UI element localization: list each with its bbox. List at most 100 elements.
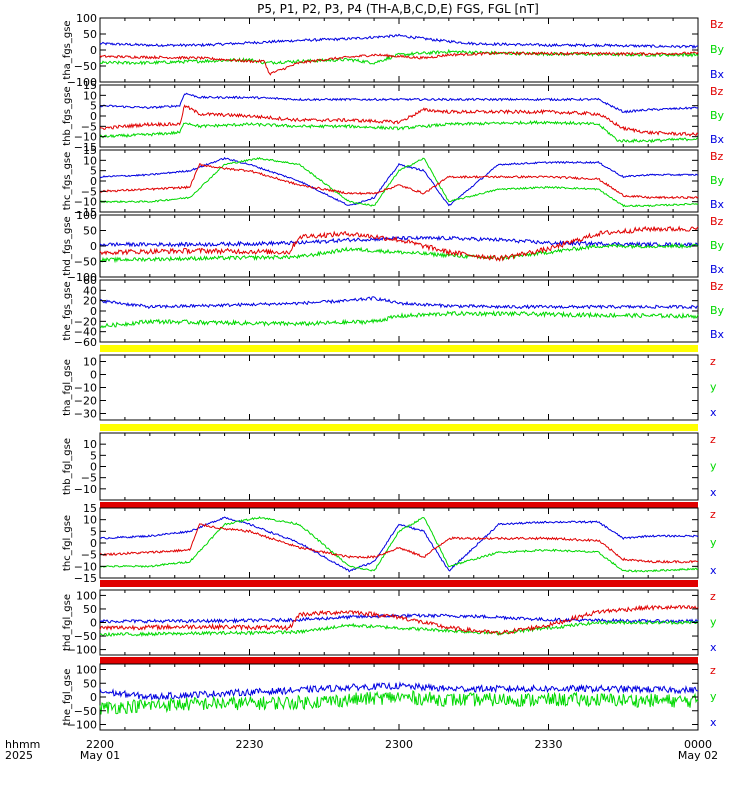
y-tick-label: 10 xyxy=(83,356,97,369)
y-axis-label: the_fgl_gse xyxy=(62,669,73,726)
legend-entry: x xyxy=(710,486,717,499)
series-line-x xyxy=(99,516,699,573)
y-tick-label: 50 xyxy=(83,28,97,41)
series-line-Bx xyxy=(99,33,699,50)
series-line-By xyxy=(99,310,699,329)
y-tick-label: 60 xyxy=(83,274,97,287)
y-tick-label: 10 xyxy=(83,438,97,451)
y-tick-label: −15 xyxy=(74,141,97,154)
y-tick-label: 0 xyxy=(90,369,97,382)
y-tick-label: 5 xyxy=(90,100,97,113)
y-axis-label: tha_fgs_gse xyxy=(62,20,73,79)
y-tick-label: −50 xyxy=(74,630,97,643)
series-line-x xyxy=(99,681,699,701)
y-axis-label: thb_fgs_gse xyxy=(62,86,73,145)
y-tick-label: −30 xyxy=(74,408,97,421)
series-line-By xyxy=(99,242,699,264)
legend-entry: By xyxy=(710,304,725,317)
y-tick-label: 0 xyxy=(90,617,97,630)
y-tick-label: −20 xyxy=(74,315,97,328)
data-gap-bar-1 xyxy=(100,424,698,431)
series-line-Bz xyxy=(99,51,699,76)
y-tick-label: 0 xyxy=(90,240,97,253)
y-tick-label: −10 xyxy=(74,560,97,573)
y-tick-label: −5 xyxy=(81,549,97,562)
panel-frame xyxy=(99,432,699,501)
y-tick-label: 0 xyxy=(90,110,97,123)
series-line-Bx xyxy=(99,296,699,310)
y-tick-label: −100 xyxy=(67,644,97,657)
y-axis-label: thc_fgl_gse xyxy=(62,515,73,571)
y-tick-label: 15 xyxy=(83,144,97,157)
series-line-By xyxy=(99,48,699,66)
y-tick-label: 5 xyxy=(90,525,97,538)
chart-title: P5, P1, P2, P3, P4 (TH-A,B,C,D,E) FGS, F… xyxy=(257,2,539,16)
series-line-By xyxy=(99,119,699,144)
time-tick-label: 2230 xyxy=(236,738,264,751)
series-line-y xyxy=(99,619,699,638)
y-axis-label: thc_fgs_gse xyxy=(62,152,73,211)
y-tick-label: 50 xyxy=(83,677,97,690)
y-tick-label: 5 xyxy=(90,449,97,462)
panel-frame xyxy=(99,354,699,421)
panel-frame xyxy=(99,17,699,83)
time-axis-row-label: hhmm xyxy=(5,738,40,751)
y-tick-label: −10 xyxy=(74,483,97,496)
legend-entry: x xyxy=(710,406,717,419)
series-line-y xyxy=(99,516,699,573)
y-tick-label: 20 xyxy=(83,295,97,308)
y-axis-label: thd_fgs_gse xyxy=(62,216,73,275)
series-line-Bx xyxy=(99,235,699,248)
time-tick-label: 2300 xyxy=(385,738,413,751)
y-tick-label: −5 xyxy=(81,472,97,485)
panel-frame xyxy=(99,507,699,579)
legend-entry: By xyxy=(710,239,725,252)
data-gap-bar-2 xyxy=(100,502,698,508)
y-tick-label: −5 xyxy=(81,120,97,133)
y-tick-label: −5 xyxy=(81,185,97,198)
legend-entry: z xyxy=(710,508,716,521)
legend-entry: Bx xyxy=(710,263,725,276)
y-tick-label: 40 xyxy=(83,284,97,297)
legend-entry: Bx xyxy=(710,198,725,211)
y-tick-label: 100 xyxy=(76,664,97,677)
y-tick-label: −50 xyxy=(74,60,97,73)
legend-entry: Bz xyxy=(710,215,724,228)
y-tick-label: 0 xyxy=(90,305,97,318)
y-tick-label: 15 xyxy=(83,79,97,92)
data-gap-bar-3 xyxy=(100,580,698,587)
y-tick-label: 0 xyxy=(90,175,97,188)
y-tick-label: −10 xyxy=(74,196,97,209)
time-axis-row-label: 2025 xyxy=(5,749,33,762)
legend-entry: y xyxy=(710,616,717,629)
y-tick-label: −10 xyxy=(74,382,97,395)
series-line-Bz xyxy=(99,225,699,262)
legend-entry: z xyxy=(710,355,716,368)
y-tick-label: 100 xyxy=(76,589,97,602)
y-tick-label: −40 xyxy=(74,326,97,339)
y-tick-label: 0 xyxy=(90,537,97,550)
series-line-Bz xyxy=(99,104,699,137)
y-tick-label: 0 xyxy=(90,461,97,474)
y-tick-label: 15 xyxy=(83,502,97,515)
y-axis-label: thb_fgl_gse xyxy=(62,438,73,495)
series-line-z xyxy=(100,523,699,564)
y-tick-label: 100 xyxy=(76,12,97,25)
data-gap-bar-4 xyxy=(100,657,698,664)
y-tick-label: 10 xyxy=(83,154,97,167)
y-axis-label: thd_fgl_gse xyxy=(62,594,73,651)
legend-entry: Bz xyxy=(710,280,724,293)
legend-entry: x xyxy=(710,716,717,729)
series-line-Bx xyxy=(99,92,699,114)
legend-entry: y xyxy=(710,381,717,394)
y-tick-label: 10 xyxy=(83,89,97,102)
legend-entry: Bx xyxy=(710,328,725,341)
